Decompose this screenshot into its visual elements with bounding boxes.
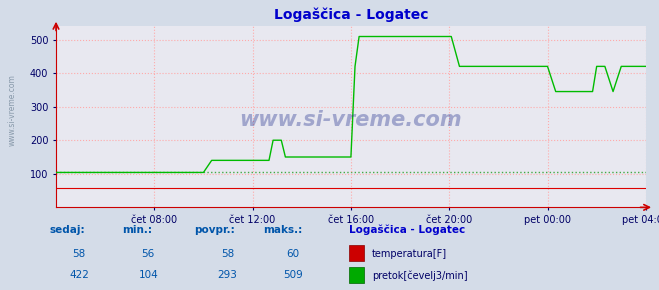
Text: www.si-vreme.com: www.si-vreme.com <box>240 110 462 130</box>
Text: sedaj:: sedaj: <box>49 225 85 235</box>
Text: temperatura[F]: temperatura[F] <box>372 249 447 259</box>
Text: 293: 293 <box>217 270 237 280</box>
Text: 58: 58 <box>72 249 86 259</box>
Title: Logaščica - Logatec: Logaščica - Logatec <box>273 8 428 22</box>
Text: min.:: min.: <box>122 225 152 235</box>
Text: povpr.:: povpr.: <box>194 225 235 235</box>
Text: maks.:: maks.: <box>264 225 303 235</box>
Text: 60: 60 <box>287 249 300 259</box>
Text: 104: 104 <box>138 270 158 280</box>
Text: Logaščica - Logatec: Logaščica - Logatec <box>349 225 465 235</box>
Text: 56: 56 <box>142 249 155 259</box>
Text: pretok[čevelj3/min]: pretok[čevelj3/min] <box>372 270 467 281</box>
Text: 422: 422 <box>69 270 89 280</box>
Text: www.si-vreme.com: www.si-vreme.com <box>8 74 17 146</box>
Text: 58: 58 <box>221 249 234 259</box>
Text: 509: 509 <box>283 270 303 280</box>
